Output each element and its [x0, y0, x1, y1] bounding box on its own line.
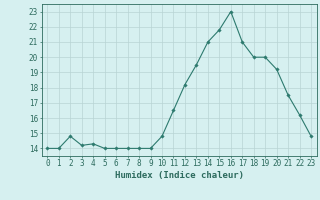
X-axis label: Humidex (Indice chaleur): Humidex (Indice chaleur)	[115, 171, 244, 180]
